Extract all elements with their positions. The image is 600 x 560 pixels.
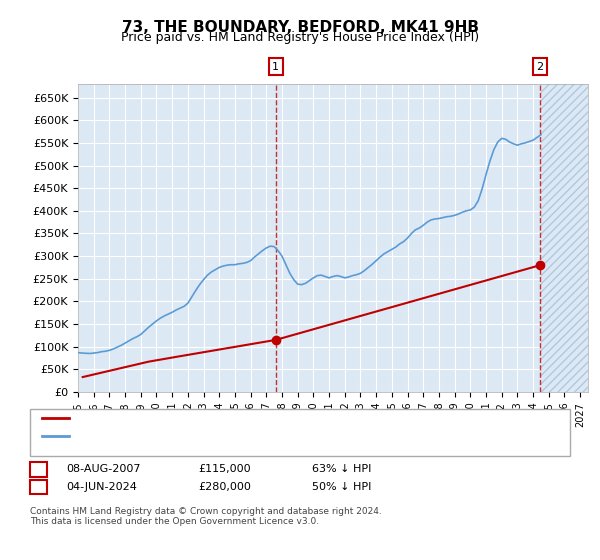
Text: 1: 1 <box>35 464 42 474</box>
Bar <box>541 84 588 392</box>
Text: 73, THE BOUNDARY, BEDFORD, MK41 9HB (detached house): 73, THE BOUNDARY, BEDFORD, MK41 9HB (det… <box>72 413 386 423</box>
Text: 50% ↓ HPI: 50% ↓ HPI <box>312 482 371 492</box>
Text: Price paid vs. HM Land Registry's House Price Index (HPI): Price paid vs. HM Land Registry's House … <box>121 31 479 44</box>
Text: £280,000: £280,000 <box>198 482 251 492</box>
Text: 73, THE BOUNDARY, BEDFORD, MK41 9HB: 73, THE BOUNDARY, BEDFORD, MK41 9HB <box>121 20 479 35</box>
Text: 04-JUN-2024: 04-JUN-2024 <box>66 482 137 492</box>
Text: HPI: Average price, detached house, Bedford: HPI: Average price, detached house, Bedf… <box>72 431 306 441</box>
Text: Contains HM Land Registry data © Crown copyright and database right 2024.
This d: Contains HM Land Registry data © Crown c… <box>30 507 382 526</box>
Text: 1: 1 <box>272 62 279 72</box>
Text: £115,000: £115,000 <box>198 464 251 474</box>
Text: 63% ↓ HPI: 63% ↓ HPI <box>312 464 371 474</box>
Text: 2: 2 <box>536 62 544 72</box>
Text: 08-AUG-2007: 08-AUG-2007 <box>66 464 140 474</box>
Text: 2: 2 <box>35 482 42 492</box>
